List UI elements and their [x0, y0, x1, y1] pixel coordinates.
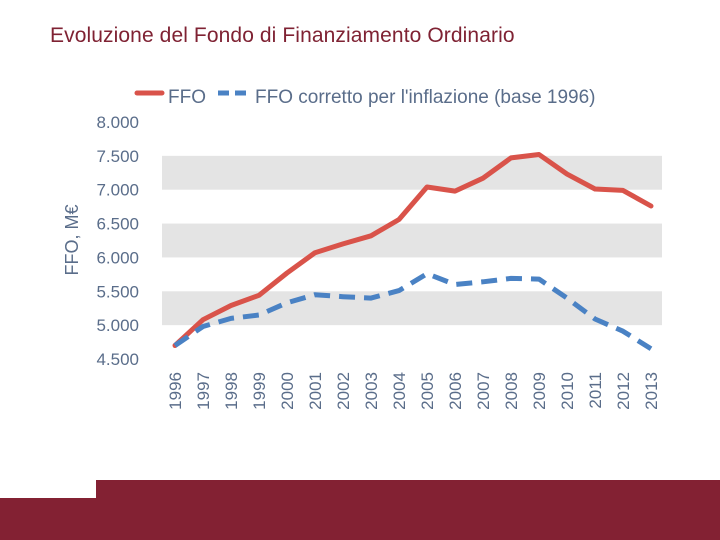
y-tick-label: 5.000: [96, 316, 139, 335]
legend-label-ffo: FFO: [168, 87, 206, 108]
x-axis-ticks: 1996 1997 1998 1999 2000 2001 2002 2003 2004 2005…: [166, 372, 661, 410]
y-tick-label: 7.500: [96, 147, 139, 166]
footer-left-bar: [0, 498, 96, 540]
grid-bands: [162, 155, 662, 326]
x-tick-label: 2011: [586, 372, 605, 409]
series-lines: [172, 152, 654, 351]
x-tick-label: 2000: [278, 372, 297, 410]
y-axis-label: FFO, M€: [62, 205, 82, 276]
slide-title: Evoluzione del Fondo di Finanziamento Or…: [50, 24, 515, 47]
x-tick-label: 1998: [222, 372, 241, 410]
y-axis-ticks: 8.000 7.500 7.000 6.500 6.000 5.500 5.000 4.500: [96, 113, 139, 369]
y-tick-label: 6.500: [96, 215, 139, 234]
y-tick-label: 6.000: [96, 248, 139, 267]
x-tick-label: 2009: [530, 372, 549, 410]
x-tick-label: 2006: [446, 372, 465, 410]
x-tick-label: 1999: [250, 372, 269, 410]
grid-band: [162, 291, 662, 326]
series-line-ffo-inflation: [173, 271, 653, 351]
x-tick-label: 2003: [362, 372, 381, 410]
x-tick-label: 2005: [418, 372, 437, 410]
x-tick-label: 2004: [390, 372, 409, 410]
x-tick-label: 2010: [558, 372, 577, 410]
footer-band: [96, 480, 720, 540]
y-tick-label: 8.000: [96, 113, 139, 132]
grid-band: [162, 155, 662, 190]
y-tick-label: 4.500: [96, 350, 139, 369]
x-tick-label: 1997: [194, 372, 213, 410]
chart-legend: FFO FFO corretto per l'inflazione (base 1…: [134, 87, 596, 108]
x-tick-label: 2007: [474, 372, 493, 410]
legend-label-ffo-inflation: FFO corretto per l'inflazione (base 1996…: [255, 87, 596, 108]
ffo-line-chart: FFO FFO corretto per l'inflazione (base 1…: [62, 87, 662, 410]
grid-band: [162, 223, 662, 258]
series-line-ffo: [172, 152, 654, 348]
x-tick-label: 2001: [306, 372, 325, 410]
y-tick-label: 7.000: [96, 181, 139, 200]
x-tick-label: 2013: [642, 372, 661, 410]
x-tick-label: 1996: [166, 372, 185, 410]
x-tick-label: 2002: [334, 372, 353, 410]
x-tick-label: 2012: [614, 372, 633, 410]
x-tick-label: 2008: [502, 372, 521, 410]
y-tick-label: 5.500: [96, 282, 139, 301]
